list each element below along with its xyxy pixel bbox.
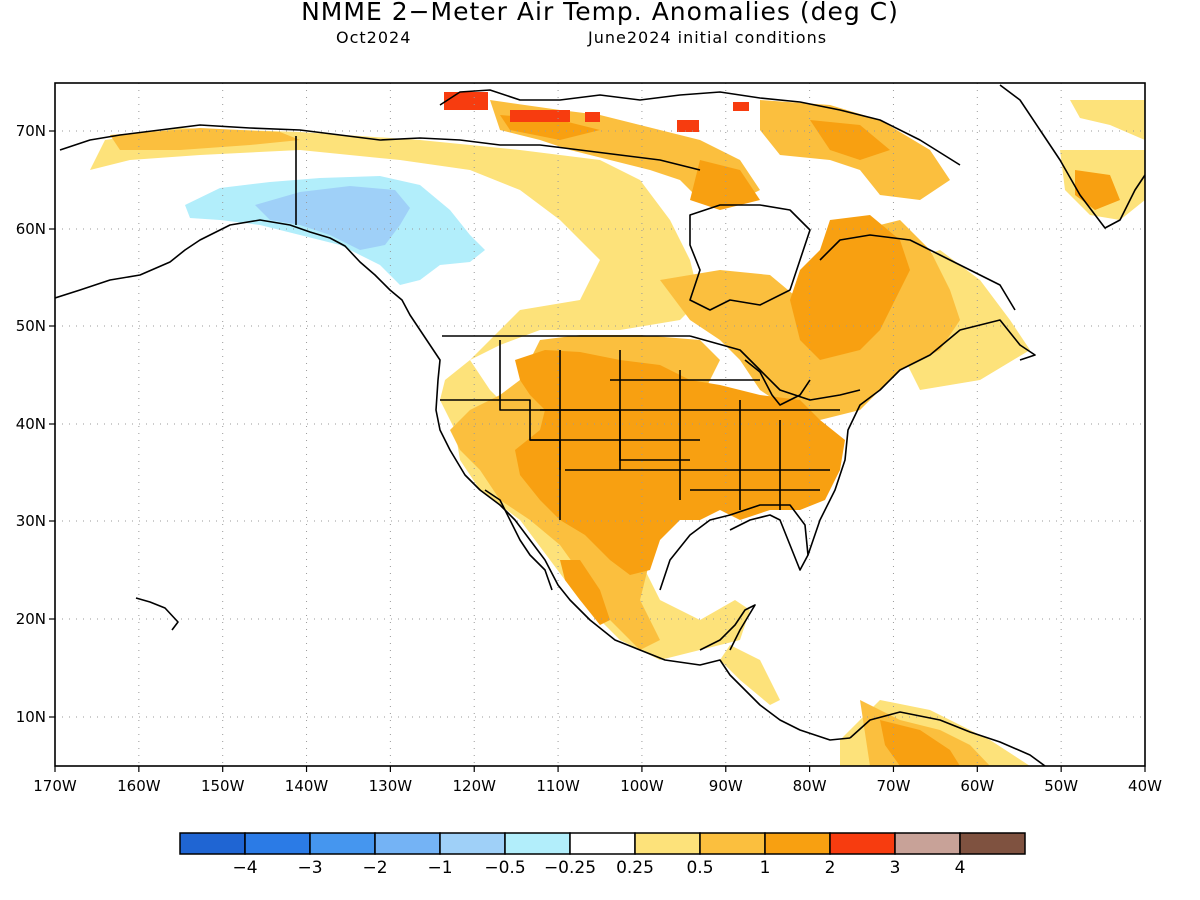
colorbar-label: −0.5 [484,858,525,878]
latitude-label: 10N [16,708,46,726]
colorbar-swatch [569,832,636,855]
longitude-label: 160W [117,777,161,795]
longitude-label: 50W [1044,777,1078,795]
colorbar-label: 1 [760,858,771,878]
colorbar-swatch [374,832,441,855]
longitude-label: 90W [709,777,743,795]
longitude-label: 130W [369,777,413,795]
longitude-label: 70W [877,777,911,795]
colorbar-swatch [244,832,311,855]
map-plot-area [55,83,1145,766]
colorbar-swatch [764,832,831,855]
initial-conditions-label: June2024 initial conditions [588,28,828,47]
colorbar-label: −1 [427,858,452,878]
latitude-label: 30N [16,512,46,530]
valid-month-label: Oct2024 [336,28,412,47]
latitude-label: 70N [16,122,46,140]
latitude-label: 20N [16,610,46,628]
colorbar-label: −0.25 [544,858,596,878]
longitude-tick-labels: 170W 160W 150W 140W 130W 120W 110W 100W 90W 80W 70… [33,766,1162,795]
anomaly-shading [90,92,1145,766]
colorbar-swatch [439,832,506,855]
colorbar-swatch [309,832,376,855]
longitude-label: 140W [285,777,329,795]
latitude-label: 40N [16,415,46,433]
longitude-label: 80W [793,777,827,795]
colorbar-swatch [699,832,766,855]
longitude-label: 150W [201,777,245,795]
longitude-label: 170W [33,777,77,795]
latitude-tick-labels: 70N 60N 50N 40N 30N 20N 10N [16,122,55,726]
colorbar-label: 0.25 [616,858,654,878]
colorbar-label: 2 [825,858,836,878]
colorbar-swatch [504,832,571,855]
anomaly-red [444,92,749,132]
map-title: NMME 2−Meter Air Temp. Anomalies (deg C) [301,0,899,26]
latitude-label: 60N [16,220,46,238]
colorbar-swatch [829,832,896,855]
longitude-label: 120W [452,777,496,795]
colorbar-label: −4 [232,858,257,878]
colorbar-labels: −4 −3 −2 −1 −0.5 −0.25 0.25 0.5 1 2 3 4 [232,858,965,878]
colorbar-swatch [634,832,701,855]
anomaly-light-blue [255,186,410,250]
colorbar [179,832,1026,855]
colorbar-swatch [179,832,246,855]
longitude-label: 100W [620,777,664,795]
longitude-label: 110W [536,777,580,795]
colorbar-label: 0.5 [686,858,713,878]
colorbar-swatch [894,832,961,855]
coastlines [55,84,1145,766]
longitude-label: 60W [960,777,994,795]
latitude-label: 50N [16,317,46,335]
colorbar-label: 3 [890,858,901,878]
colorbar-label: 4 [955,858,966,878]
longitude-label: 40W [1128,777,1162,795]
colorbar-swatch [959,832,1026,855]
colorbar-label: −3 [297,858,322,878]
colorbar-label: −2 [362,858,387,878]
